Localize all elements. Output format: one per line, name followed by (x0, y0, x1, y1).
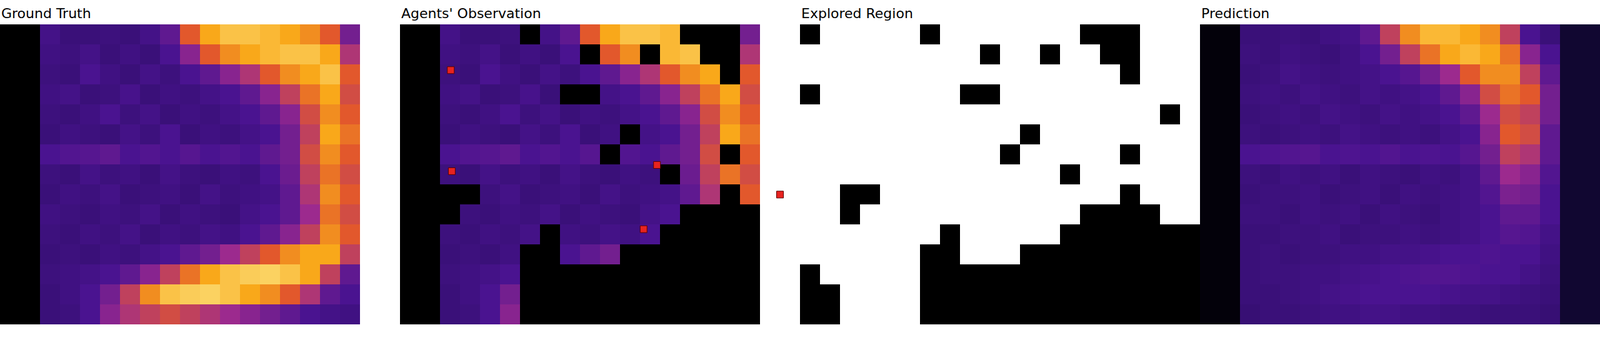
svg-text:Explored Region: Explored Region (801, 5, 914, 22)
svg-text:Agents' Observation: Agents' Observation (401, 5, 542, 22)
svg-text:Ground Truth: Ground Truth (1, 5, 92, 22)
svg-text:Prediction: Prediction (1201, 5, 1270, 22)
